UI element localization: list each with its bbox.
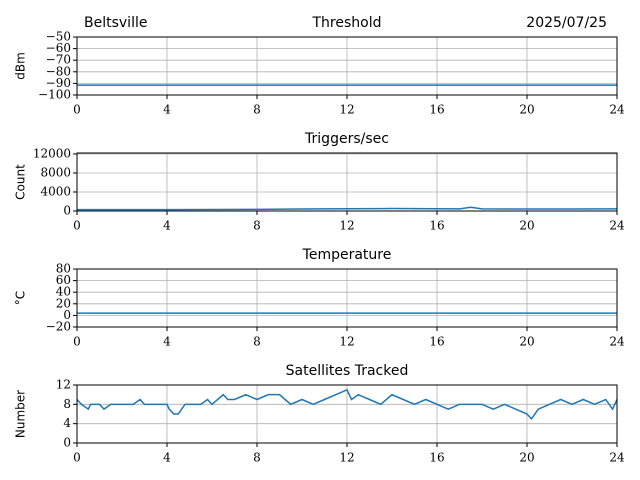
data-line (76, 388, 618, 421)
axes-frame (76, 384, 618, 444)
panel-title: Satellites Tracked (286, 363, 409, 379)
y-tick-label: −20 (46, 320, 71, 334)
x-tick-label: 20 (519, 335, 534, 349)
x-tick-label: 24 (609, 335, 625, 349)
y-tick-label: 20 (56, 296, 71, 310)
data-line (77, 206, 618, 211)
x-tick-label: 12 (339, 335, 354, 349)
y-tick-label: 8000 (40, 165, 71, 179)
y-axis-label: Number (14, 390, 28, 438)
y-tick-label: −80 (46, 64, 71, 78)
panel-title: Triggers/sec (304, 131, 389, 147)
location: Beltsville (84, 15, 147, 31)
x-tick-label: 16 (429, 103, 444, 117)
y-axis-label: dBm (14, 52, 28, 80)
y-tick-label: 80 (56, 262, 71, 276)
x-tick-label: 12 (339, 451, 354, 465)
x-tick-label: 8 (253, 335, 261, 349)
x-tick-label: 16 (429, 451, 444, 465)
y-tick-label: 0 (63, 204, 71, 218)
axes-frame (76, 152, 618, 212)
y-tick-label: −90 (46, 76, 71, 90)
x-tick-label: 24 (609, 451, 625, 465)
y-tick-label: 60 (56, 273, 71, 287)
y-axis-label: °C (14, 291, 28, 305)
x-tick-label: 0 (73, 219, 81, 233)
y-tick-label: 8 (63, 397, 71, 411)
x-tick-label: 4 (163, 451, 171, 465)
axes-frame (76, 268, 618, 328)
y-tick-label: 4 (63, 416, 71, 430)
x-tick-label: 12 (339, 219, 354, 233)
x-tick-label: 0 (73, 451, 81, 465)
x-tick-label: 20 (519, 451, 534, 465)
y-tick-label: 4000 (40, 184, 71, 198)
y-axis-label: Count (14, 164, 28, 200)
y-tick-label: 12 (56, 378, 71, 392)
y-tick-label: −50 (46, 30, 71, 44)
panel-title: Temperature (302, 247, 392, 263)
x-tick-label: 8 (253, 103, 261, 117)
x-tick-label: 0 (73, 103, 81, 117)
x-tick-label: 4 (163, 103, 171, 117)
x-tick-label: 16 (429, 219, 444, 233)
x-tick-label: 12 (339, 103, 354, 117)
y-tick-label: 40 (56, 285, 71, 299)
x-tick-label: 20 (519, 103, 534, 117)
axes-frame (76, 36, 618, 96)
x-tick-label: 0 (73, 335, 81, 349)
x-tick-label: 4 (163, 335, 171, 349)
panel-title: Threshold (312, 15, 382, 31)
y-tick-label: −100 (38, 88, 71, 102)
y-tick-label: 0 (63, 436, 71, 450)
y-tick-label: −70 (46, 53, 71, 67)
x-tick-label: 24 (609, 103, 625, 117)
x-tick-label: 4 (163, 219, 171, 233)
x-tick-label: 20 (519, 219, 534, 233)
x-tick-label: 8 (253, 451, 261, 465)
date: 2025/07/25 (526, 15, 607, 31)
x-tick-label: 16 (429, 335, 444, 349)
x-tick-label: 8 (253, 219, 261, 233)
y-tick-label: −60 (46, 41, 71, 55)
y-tick-label: 0 (63, 308, 71, 322)
x-tick-label: 24 (609, 219, 625, 233)
y-tick-label: 12000 (33, 146, 71, 160)
